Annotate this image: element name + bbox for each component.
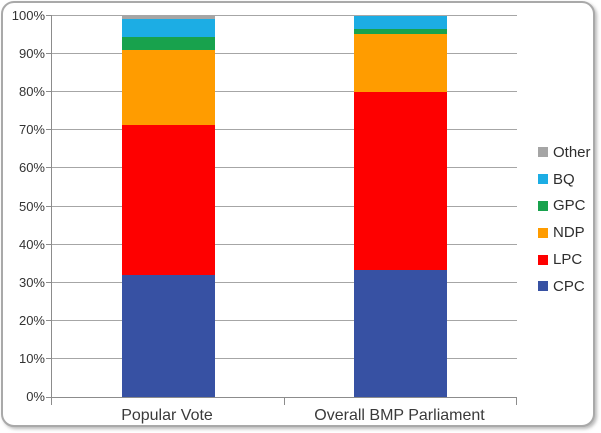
y-tick-mark-0% xyxy=(46,397,52,398)
plot-area xyxy=(51,15,517,398)
y-tick-mark-50% xyxy=(46,205,52,207)
bar-segment-other-1 xyxy=(121,16,215,20)
legend-item-gpc: GPC xyxy=(538,193,591,220)
legend: Other BQ GPC NDP LPC CPC xyxy=(538,139,591,300)
category-label-1: Popular Vote xyxy=(121,407,213,424)
gridline-30% xyxy=(52,281,517,283)
gridline-20% xyxy=(52,319,517,321)
y-tick-label-80%: 80% xyxy=(18,84,45,100)
x-tick-mark-end xyxy=(516,397,517,405)
legend-swatch-ndp xyxy=(538,227,548,238)
legend-label-gpc: GPC xyxy=(553,197,586,215)
y-tick-mark-70% xyxy=(46,129,52,131)
gridline-90% xyxy=(52,53,517,55)
stacked-bar-overall-bmp-parliament xyxy=(354,16,448,397)
bar-segment-lpc-1 xyxy=(121,124,215,276)
bar-segment-ndp-1 xyxy=(121,49,215,125)
legend-label-ndp: NDP xyxy=(553,224,585,242)
category-label-2: Overall BMP Parliament xyxy=(314,407,485,424)
gridline-100% xyxy=(52,15,517,16)
y-tick-label-50%: 50% xyxy=(18,198,45,214)
y-tick-mark-90% xyxy=(46,53,52,55)
legend-item-other: Other xyxy=(538,139,591,166)
bar-segment-gpc-2 xyxy=(354,28,448,35)
y-tick-mark-30% xyxy=(46,281,52,283)
y-tick-label-90%: 90% xyxy=(18,46,45,62)
x-tick-mark-1 xyxy=(283,397,285,405)
bar-segment-lpc-2 xyxy=(354,91,448,270)
y-tick-label-20%: 20% xyxy=(18,312,45,328)
y-tick-label-10%: 10% xyxy=(18,350,45,366)
y-tick-label-40%: 40% xyxy=(18,236,45,252)
y-tick-mark-40% xyxy=(46,243,52,245)
y-tick-mark-20% xyxy=(46,319,52,321)
y-tick-mark-100% xyxy=(46,15,52,16)
gridline-40% xyxy=(52,243,517,245)
y-tick-label-60%: 60% xyxy=(18,160,45,176)
legend-swatch-other xyxy=(538,147,548,158)
bar-segment-cpc-2 xyxy=(354,269,448,397)
legend-label-cpc: CPC xyxy=(553,277,585,295)
gridline-80% xyxy=(52,91,517,93)
legend-label-lpc: LPC xyxy=(553,251,583,269)
gridline-0% xyxy=(52,397,517,398)
legend-swatch-gpc xyxy=(538,200,548,211)
legend-item-ndp: NDP xyxy=(538,219,591,246)
legend-swatch-bq xyxy=(538,174,548,185)
y-tick-label-70%: 70% xyxy=(18,122,45,138)
legend-swatch-lpc xyxy=(538,254,548,265)
y-tick-label-30%: 30% xyxy=(18,274,45,290)
y-tick-label-100%: 100% xyxy=(11,8,45,23)
bar-segment-gpc-1 xyxy=(121,36,215,50)
gridline-50% xyxy=(52,205,517,207)
bar-segment-bq-2 xyxy=(354,16,448,29)
legend-swatch-cpc xyxy=(538,281,548,292)
bar-segment-bq-1 xyxy=(121,19,215,37)
y-tick-mark-60% xyxy=(46,167,52,169)
gridline-10% xyxy=(52,357,517,359)
legend-item-lpc: LPC xyxy=(538,246,591,273)
legend-label-bq: BQ xyxy=(553,170,575,188)
bar-segment-ndp-2 xyxy=(354,34,448,92)
legend-item-cpc: CPC xyxy=(538,273,591,300)
y-tick-mark-10% xyxy=(46,357,52,359)
x-tick-mark-0 xyxy=(51,397,52,405)
legend-label-other: Other xyxy=(553,143,591,161)
stacked-bar-popular-vote xyxy=(121,16,215,397)
gridline-60% xyxy=(52,167,517,169)
y-tick-mark-80% xyxy=(46,91,52,93)
gridline-70% xyxy=(52,129,517,131)
legend-item-bq: BQ xyxy=(538,166,591,193)
y-tick-label-0%: 0% xyxy=(26,389,45,404)
bar-segment-cpc-1 xyxy=(121,275,215,397)
chart-frame: 0% 10% 20% 30% 40% 50% 60% 70% 80% 90% 100% Popula… xyxy=(1,1,595,427)
